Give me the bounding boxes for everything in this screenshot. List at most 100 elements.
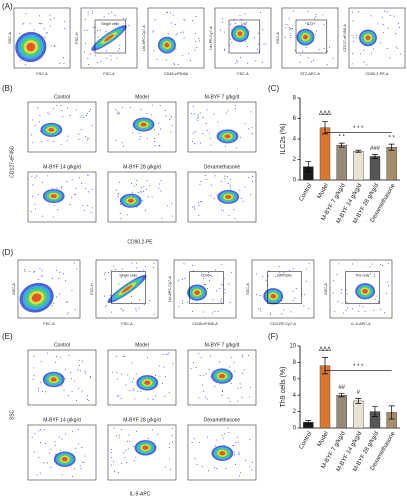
event xyxy=(67,312,69,314)
event xyxy=(120,307,122,309)
event xyxy=(78,133,80,135)
event xyxy=(239,57,241,59)
event xyxy=(213,197,215,199)
event xyxy=(243,369,245,371)
event xyxy=(289,37,291,39)
event xyxy=(47,112,49,114)
gate-label: ST2+ xyxy=(307,22,315,26)
event xyxy=(91,124,93,126)
event xyxy=(281,313,283,315)
y-axis-label: CD127-eF450 xyxy=(9,146,15,178)
event xyxy=(159,145,161,147)
event xyxy=(116,57,118,59)
event xyxy=(119,203,121,205)
annotation: ΔΔΔ xyxy=(319,111,331,117)
event xyxy=(197,119,199,121)
event xyxy=(64,28,66,30)
event xyxy=(74,193,76,195)
event xyxy=(83,461,85,463)
event xyxy=(87,174,89,176)
event xyxy=(159,376,161,378)
event xyxy=(83,209,85,211)
event xyxy=(41,270,43,272)
event xyxy=(18,32,20,34)
event xyxy=(58,271,60,273)
event xyxy=(122,142,124,144)
event xyxy=(129,390,131,392)
event xyxy=(251,469,253,471)
event xyxy=(225,468,227,470)
event xyxy=(39,267,41,269)
event xyxy=(287,24,289,26)
event xyxy=(31,175,33,177)
event xyxy=(206,398,208,400)
event xyxy=(53,141,55,143)
event xyxy=(238,453,240,455)
event xyxy=(171,202,173,204)
event xyxy=(158,122,160,124)
event xyxy=(172,441,174,443)
event xyxy=(377,23,379,25)
event xyxy=(242,354,244,356)
x-axis-label: CD45-eF506-A xyxy=(192,322,218,326)
event xyxy=(120,276,122,278)
event xyxy=(53,45,55,47)
event xyxy=(115,189,117,191)
event xyxy=(267,275,269,277)
density xyxy=(194,290,200,295)
event xyxy=(258,43,260,45)
event xyxy=(105,306,107,308)
event xyxy=(126,440,128,442)
event xyxy=(233,362,235,364)
event xyxy=(250,111,252,113)
density xyxy=(48,127,55,132)
x-tick-label: Model xyxy=(317,431,330,448)
event xyxy=(384,10,386,12)
event xyxy=(47,139,49,141)
density xyxy=(61,457,68,462)
event xyxy=(210,355,212,357)
event xyxy=(214,445,216,447)
event xyxy=(199,40,201,42)
event xyxy=(151,429,153,431)
y-axis-label: Lin-PE-Cy7-A xyxy=(209,26,213,50)
event xyxy=(82,204,84,206)
event xyxy=(40,361,42,363)
event xyxy=(202,384,204,386)
event xyxy=(64,20,66,22)
event xyxy=(143,269,145,271)
event xyxy=(38,456,40,458)
event xyxy=(24,268,26,270)
event xyxy=(115,139,117,141)
event xyxy=(122,145,124,147)
plot-frame xyxy=(27,101,97,153)
event xyxy=(154,374,156,376)
event xyxy=(197,114,199,116)
event xyxy=(83,51,85,53)
event xyxy=(191,441,193,443)
plot-frame xyxy=(187,349,257,406)
event xyxy=(75,447,77,449)
event xyxy=(22,23,24,25)
event xyxy=(91,207,93,209)
event xyxy=(130,301,132,303)
event xyxy=(40,382,42,384)
event xyxy=(90,377,92,379)
event xyxy=(214,175,216,177)
event xyxy=(307,308,309,310)
event xyxy=(84,372,86,374)
event xyxy=(239,136,241,138)
event xyxy=(164,376,166,378)
event xyxy=(131,191,133,193)
event xyxy=(216,467,218,469)
event xyxy=(120,429,122,431)
y-tick-label: 4 xyxy=(293,137,297,143)
x-axis-label: CD90.2-PE xyxy=(127,239,153,245)
event xyxy=(199,112,201,114)
event xyxy=(221,21,223,23)
event xyxy=(247,354,249,356)
event xyxy=(166,205,168,207)
event xyxy=(113,427,115,429)
event xyxy=(198,204,200,206)
event xyxy=(41,23,43,25)
